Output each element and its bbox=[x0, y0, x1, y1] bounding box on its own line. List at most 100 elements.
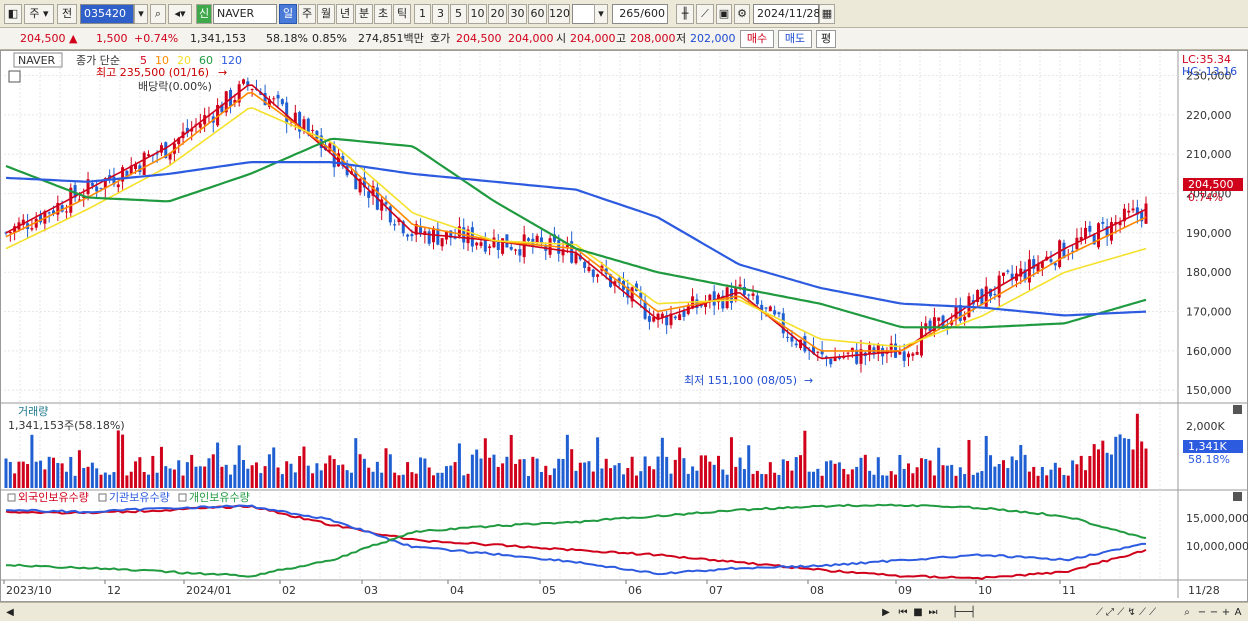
volume-bar bbox=[90, 462, 94, 488]
calendar-icon[interactable]: ▦ bbox=[819, 4, 835, 24]
volume-bar bbox=[466, 473, 470, 488]
minus-icon[interactable]: − bbox=[1209, 607, 1219, 618]
volume-bar bbox=[976, 472, 980, 488]
minute-button-30[interactable]: 30 bbox=[508, 4, 527, 24]
period-button-6[interactable]: 틱 bbox=[393, 4, 411, 24]
gear-icon[interactable]: ⚙ bbox=[734, 4, 750, 24]
fastforward-icon[interactable]: ⏭ bbox=[928, 607, 938, 618]
zoom-search-icon[interactable]: ⌕ bbox=[1184, 607, 1190, 618]
x-tick-label: 10 bbox=[978, 584, 992, 597]
period-button-5[interactable]: 초 bbox=[374, 4, 392, 24]
candle-body bbox=[829, 358, 833, 365]
volume-bar bbox=[492, 454, 496, 488]
ma-line-120 bbox=[5, 161, 1147, 317]
candle-body bbox=[293, 112, 297, 124]
volume-bar bbox=[289, 463, 293, 488]
zoom-in-icon[interactable]: + bbox=[1221, 607, 1231, 618]
volume-bar bbox=[1036, 475, 1040, 488]
candle-body bbox=[388, 206, 392, 223]
candle-icon[interactable]: ╫ bbox=[676, 4, 694, 24]
volume-bar bbox=[587, 461, 591, 488]
zoom-out-icon[interactable]: − bbox=[1197, 607, 1207, 618]
period-button-0[interactable]: 일 bbox=[279, 4, 297, 24]
open-label: 시 bbox=[556, 32, 567, 45]
stock-name-field[interactable]: NAVER bbox=[213, 4, 277, 24]
minute-button-5[interactable]: 5 bbox=[450, 4, 467, 24]
zoom-slider[interactable]: ├──┤ bbox=[951, 607, 977, 618]
candle-body bbox=[656, 313, 660, 320]
font-size-icon[interactable]: A bbox=[1234, 607, 1242, 618]
stock-chart[interactable]: 150,000160,000170,000180,000190,000200,0… bbox=[0, 50, 1248, 602]
volume-bar bbox=[414, 473, 418, 488]
volume-bar bbox=[855, 466, 859, 488]
period-button-3[interactable]: 년 bbox=[336, 4, 354, 24]
candle-body bbox=[285, 102, 289, 124]
legend-checkbox-2[interactable] bbox=[178, 493, 187, 502]
candle-body bbox=[116, 184, 120, 188]
count-total: /600 bbox=[640, 7, 665, 20]
stock-code-input[interactable]: 035420 bbox=[80, 4, 134, 24]
interval-dropdown-icon[interactable]: ▾ bbox=[594, 4, 608, 24]
scroll-bar[interactable]: ◀ ▶ ⏮ ■ ⏭ ├──┤ ⟋ ⤢ ⟋ ↯ ⟋ ⟋ ⌕ − − + A bbox=[0, 602, 1248, 621]
volume-value-text: 1,341,153주(58.18%) bbox=[8, 419, 125, 432]
minute-button-120[interactable]: 120 bbox=[548, 4, 570, 24]
volume-bar bbox=[263, 466, 267, 488]
date-field[interactable]: 2024/11/28 bbox=[753, 4, 820, 24]
minute-button-1[interactable]: 1 bbox=[414, 4, 431, 24]
minute-button-3[interactable]: 3 bbox=[432, 4, 449, 24]
volume-bar bbox=[695, 470, 699, 488]
period-button-1[interactable]: 주 bbox=[298, 4, 316, 24]
scroll-left-icon[interactable]: ◀ bbox=[6, 607, 14, 618]
line-tool-icon[interactable]: ⟋ bbox=[696, 4, 714, 24]
period-button-2[interactable]: 월 bbox=[317, 4, 335, 24]
rewind-icon[interactable]: ⏮ bbox=[898, 607, 908, 618]
ma-legend-60: 60 bbox=[199, 54, 213, 67]
bar-count-field[interactable]: 265/600 bbox=[612, 4, 668, 24]
volume-bar bbox=[617, 463, 621, 488]
scroll-right-icon[interactable]: ▶ bbox=[882, 607, 890, 618]
volume-bar bbox=[699, 455, 703, 488]
candle-body bbox=[1006, 270, 1010, 272]
legend-checkbox-1[interactable] bbox=[98, 493, 107, 502]
volume-bar bbox=[380, 472, 384, 488]
holdings-close-icon[interactable] bbox=[1233, 492, 1242, 501]
holdings-axis-15m: 15,000,000 bbox=[1186, 512, 1248, 525]
legend-checkbox-0[interactable] bbox=[7, 493, 16, 502]
stop-icon[interactable]: ■ bbox=[913, 607, 923, 618]
drawing-tools[interactable]: ⟋ ⤢ ⟋ ↯ ⟋ ⟋ bbox=[1095, 607, 1157, 618]
market-label: 주 bbox=[29, 7, 40, 20]
period-button-4[interactable]: 분 bbox=[355, 4, 373, 24]
volume-close-icon[interactable] bbox=[1233, 405, 1242, 414]
volume-bar bbox=[328, 455, 332, 488]
candle-body bbox=[518, 249, 522, 256]
save-icon[interactable]: ▣ bbox=[716, 4, 732, 24]
minute-button-20[interactable]: 20 bbox=[488, 4, 507, 24]
market-select[interactable]: 주 ▾ bbox=[24, 4, 54, 24]
minute-button-10[interactable]: 10 bbox=[468, 4, 487, 24]
candle-body bbox=[1135, 207, 1139, 215]
volume-bar bbox=[280, 474, 284, 488]
sector-badge[interactable]: 신 bbox=[196, 4, 212, 24]
sell-button[interactable]: 매도 bbox=[778, 30, 812, 48]
volume-bar bbox=[1122, 438, 1126, 488]
prev-button[interactable]: 전 bbox=[57, 4, 77, 24]
candle-body bbox=[535, 235, 539, 244]
candle-body bbox=[565, 243, 569, 248]
code-dropdown-icon[interactable]: ▾ bbox=[134, 4, 148, 24]
volume-bar bbox=[345, 470, 349, 488]
ma-legend-120: 120 bbox=[221, 54, 242, 67]
minute-button-60[interactable]: 60 bbox=[528, 4, 547, 24]
volume-max-label: 2,000K bbox=[1186, 420, 1225, 433]
chart-gridlines bbox=[4, 52, 1178, 580]
search-icon[interactable]: ⌕ bbox=[150, 4, 166, 24]
buy-button[interactable]: 매수 bbox=[740, 30, 774, 48]
speaker-icon[interactable]: ◂▾ bbox=[168, 4, 192, 24]
eval-button[interactable]: 평 bbox=[816, 30, 836, 48]
volume-bar bbox=[889, 471, 893, 488]
panel-table-icon[interactable] bbox=[8, 70, 21, 83]
candle-body bbox=[164, 142, 168, 158]
volume-bar bbox=[77, 450, 81, 488]
candle-body bbox=[112, 176, 116, 185]
window-icon[interactable]: ◧ bbox=[4, 4, 22, 24]
volume-bar bbox=[311, 473, 315, 488]
